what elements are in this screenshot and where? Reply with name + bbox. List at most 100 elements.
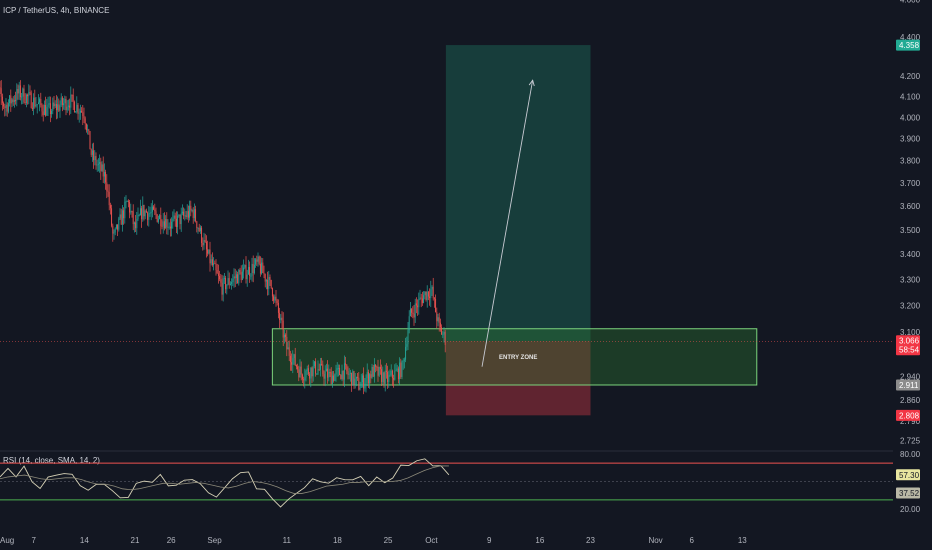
time-tick-label: 18 xyxy=(333,536,342,545)
candle-body xyxy=(150,211,152,214)
rsi-value-tag-bg xyxy=(896,469,920,481)
price-tick-label: 2.790 xyxy=(900,417,921,426)
price-tick-label: 2.860 xyxy=(900,396,921,405)
price-tick-label: 3.900 xyxy=(900,135,921,144)
candle-body xyxy=(306,368,308,371)
candle-body xyxy=(225,278,227,290)
candle-body xyxy=(297,366,299,370)
candle-body xyxy=(331,375,333,385)
candle-body xyxy=(317,369,319,374)
candle-body xyxy=(348,373,350,375)
candle-body xyxy=(247,267,249,275)
candle-body xyxy=(103,171,105,177)
candle-body xyxy=(403,359,405,361)
price-tick-label: 2.940 xyxy=(900,373,921,382)
candle-body xyxy=(304,377,306,381)
candle-body xyxy=(301,374,303,380)
candle-body xyxy=(210,259,212,264)
candle-body xyxy=(95,156,97,166)
price-tick-label: 3.500 xyxy=(900,226,921,235)
candle-body xyxy=(287,347,289,350)
candle-body xyxy=(124,201,126,219)
time-tick-label: 21 xyxy=(131,536,140,545)
candle-body xyxy=(175,218,177,227)
candle-body xyxy=(281,317,283,321)
price-tick-label: 4.600 xyxy=(900,0,921,5)
candle-body xyxy=(407,330,409,345)
candle-body xyxy=(215,263,217,271)
candle-body xyxy=(336,368,338,370)
candle-body xyxy=(322,364,324,375)
candle-body xyxy=(43,105,45,115)
candle-body xyxy=(389,374,391,376)
candle-body xyxy=(131,211,133,212)
candle-body xyxy=(358,377,360,390)
candle-body xyxy=(330,372,332,385)
candle-body xyxy=(125,201,127,203)
candle-body xyxy=(219,275,221,280)
candle-body xyxy=(102,164,104,177)
candle-body xyxy=(179,214,181,225)
candle-body xyxy=(204,239,206,242)
candle-body xyxy=(79,110,81,113)
candle-body xyxy=(324,371,326,379)
candle-body xyxy=(388,375,390,382)
time-tick-label: 13 xyxy=(738,536,747,545)
rsi-title: RSI (14, close, SMA, 14, 2) xyxy=(3,456,100,465)
candle-body xyxy=(250,275,252,277)
candle-body xyxy=(84,118,86,124)
candle-body xyxy=(171,221,173,229)
candle-body xyxy=(163,221,165,229)
candle-body xyxy=(220,279,222,283)
stop-zone xyxy=(445,341,591,416)
candle-body xyxy=(381,369,383,382)
time-tick-label: Oct xyxy=(425,536,438,545)
candle-body xyxy=(399,362,401,380)
entry-zone-label: ENTRY ZONE xyxy=(499,355,537,361)
candle-body xyxy=(277,302,279,313)
candle-body xyxy=(327,368,329,378)
candle-body xyxy=(425,291,427,300)
candle-body xyxy=(205,241,207,250)
candle-body xyxy=(357,376,359,378)
candle-body xyxy=(34,97,36,107)
candle-body xyxy=(81,110,83,113)
candle-body xyxy=(364,383,366,389)
candle-body xyxy=(166,218,168,228)
candle-body xyxy=(431,286,433,290)
candle-body xyxy=(441,327,443,335)
candle-body xyxy=(203,239,205,246)
candle-body xyxy=(370,374,372,378)
candle-body xyxy=(106,182,108,191)
candle-body xyxy=(151,206,153,212)
candle-body xyxy=(196,221,198,229)
price-tick-label: 2.725 xyxy=(900,437,921,446)
time-tick-label: 9 xyxy=(487,536,492,545)
time-tick-label: 6 xyxy=(689,536,694,545)
rsi-value-tag: 57.30 xyxy=(899,471,920,480)
candle-body xyxy=(132,211,134,225)
candle-body xyxy=(355,376,357,379)
candle-body xyxy=(261,262,263,274)
rsi-sma-value-tag-bg xyxy=(896,487,920,499)
candle-body xyxy=(153,206,155,210)
candle-body xyxy=(424,291,426,296)
candle-body xyxy=(352,371,354,386)
candle-body xyxy=(413,313,415,318)
candle-body xyxy=(305,370,307,378)
candle-body xyxy=(423,295,425,303)
candle-body xyxy=(310,367,312,379)
candle-body xyxy=(10,95,12,104)
candle-body xyxy=(63,103,65,106)
candle-body xyxy=(265,280,267,282)
candle-body xyxy=(251,263,253,276)
candle-body xyxy=(432,286,434,299)
candle-body xyxy=(273,296,275,301)
candle-body xyxy=(311,367,313,377)
candle-body xyxy=(271,288,273,297)
candle-body xyxy=(342,370,344,380)
candle-body xyxy=(409,308,411,317)
candle-body xyxy=(406,344,408,347)
